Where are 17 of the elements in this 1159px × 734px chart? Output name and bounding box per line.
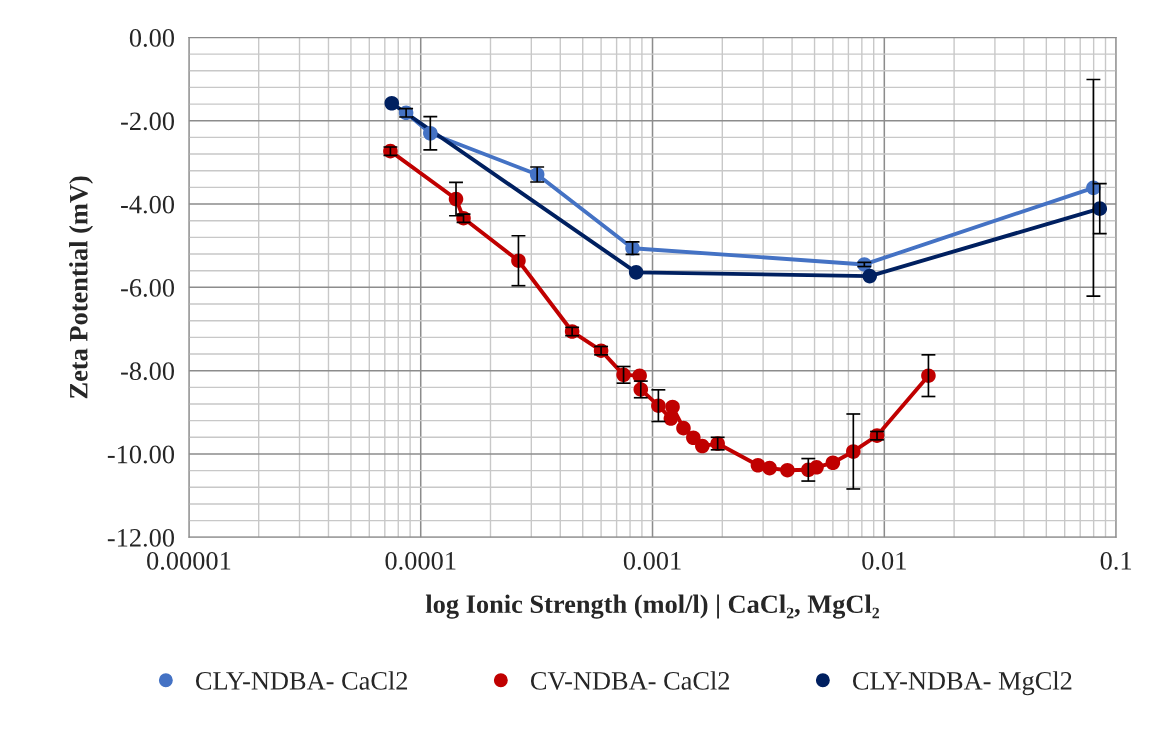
y-tick-label: -10.00 (107, 445, 175, 464)
x-tick-label: 0.00001 (147, 551, 231, 570)
x-tick-label: 0.1 (1100, 551, 1132, 570)
y-tick-label: -6.00 (121, 278, 175, 297)
x-tick-label: 0.01 (862, 551, 906, 570)
legend-label: CLY-NDBA- MgCl2 (852, 671, 1072, 696)
legend-label: CLY-NDBA- CaCl2 (195, 671, 408, 690)
y-tick-label: -4.00 (121, 195, 175, 214)
x-tick-label: 0.0001 (385, 551, 456, 570)
y-tick-label: -12.00 (107, 528, 175, 547)
x-axis-title: log Ionic Strength (mol/l) | CaCl₂, MgCl₂ (425, 594, 880, 619)
y-tick-label: 0.00 (129, 29, 175, 47)
legend-label: CV-NDBA- CaCl2 (530, 671, 730, 690)
y-tick-label: -2.00 (121, 112, 175, 131)
y-tick-label: -8.00 (121, 362, 175, 381)
y-axis-title: Zeta Potential (mV) (69, 176, 93, 399)
x-tick-label: 0.001 (623, 551, 681, 570)
